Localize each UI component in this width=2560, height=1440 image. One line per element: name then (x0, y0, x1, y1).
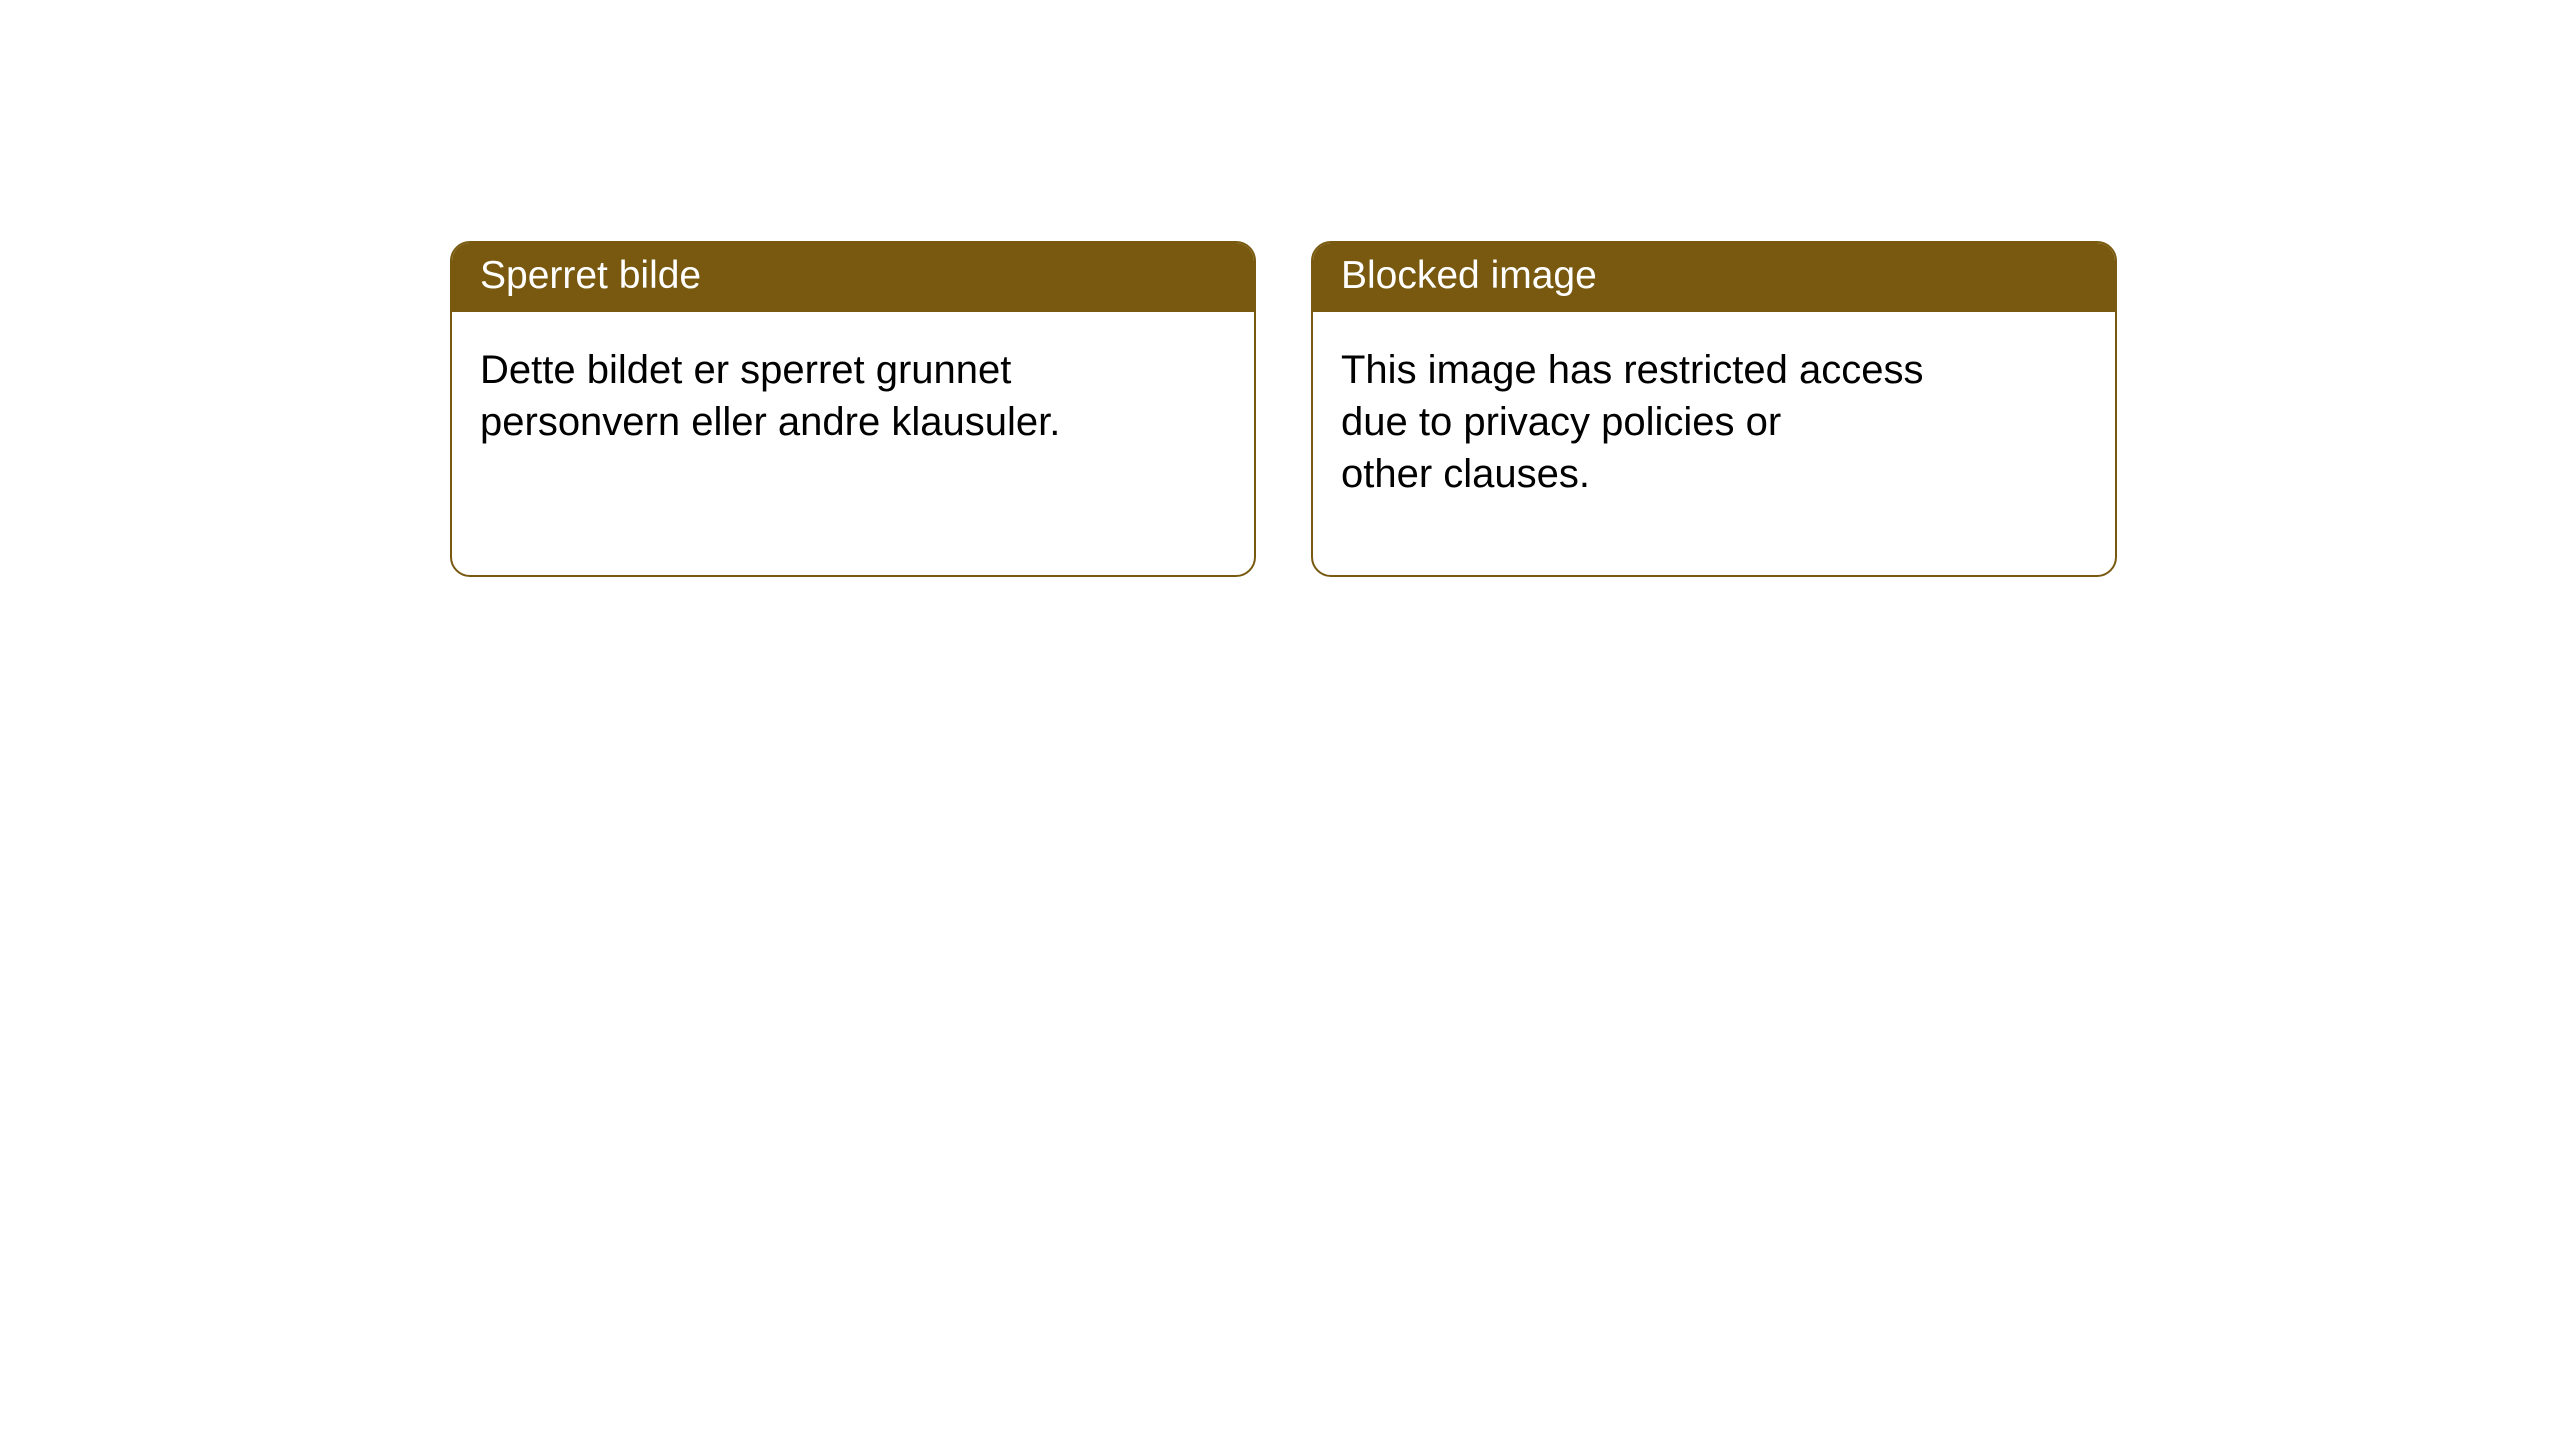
notice-header-norwegian: Sperret bilde (452, 243, 1254, 312)
notice-card-norwegian: Sperret bilde Dette bildet er sperret gr… (450, 241, 1256, 577)
notice-container: Sperret bilde Dette bildet er sperret gr… (450, 241, 2117, 577)
notice-body-english: This image has restricted access due to … (1313, 312, 2115, 532)
notice-header-english: Blocked image (1313, 243, 2115, 312)
notice-body-norwegian: Dette bildet er sperret grunnet personve… (452, 312, 1254, 480)
notice-card-english: Blocked image This image has restricted … (1311, 241, 2117, 577)
